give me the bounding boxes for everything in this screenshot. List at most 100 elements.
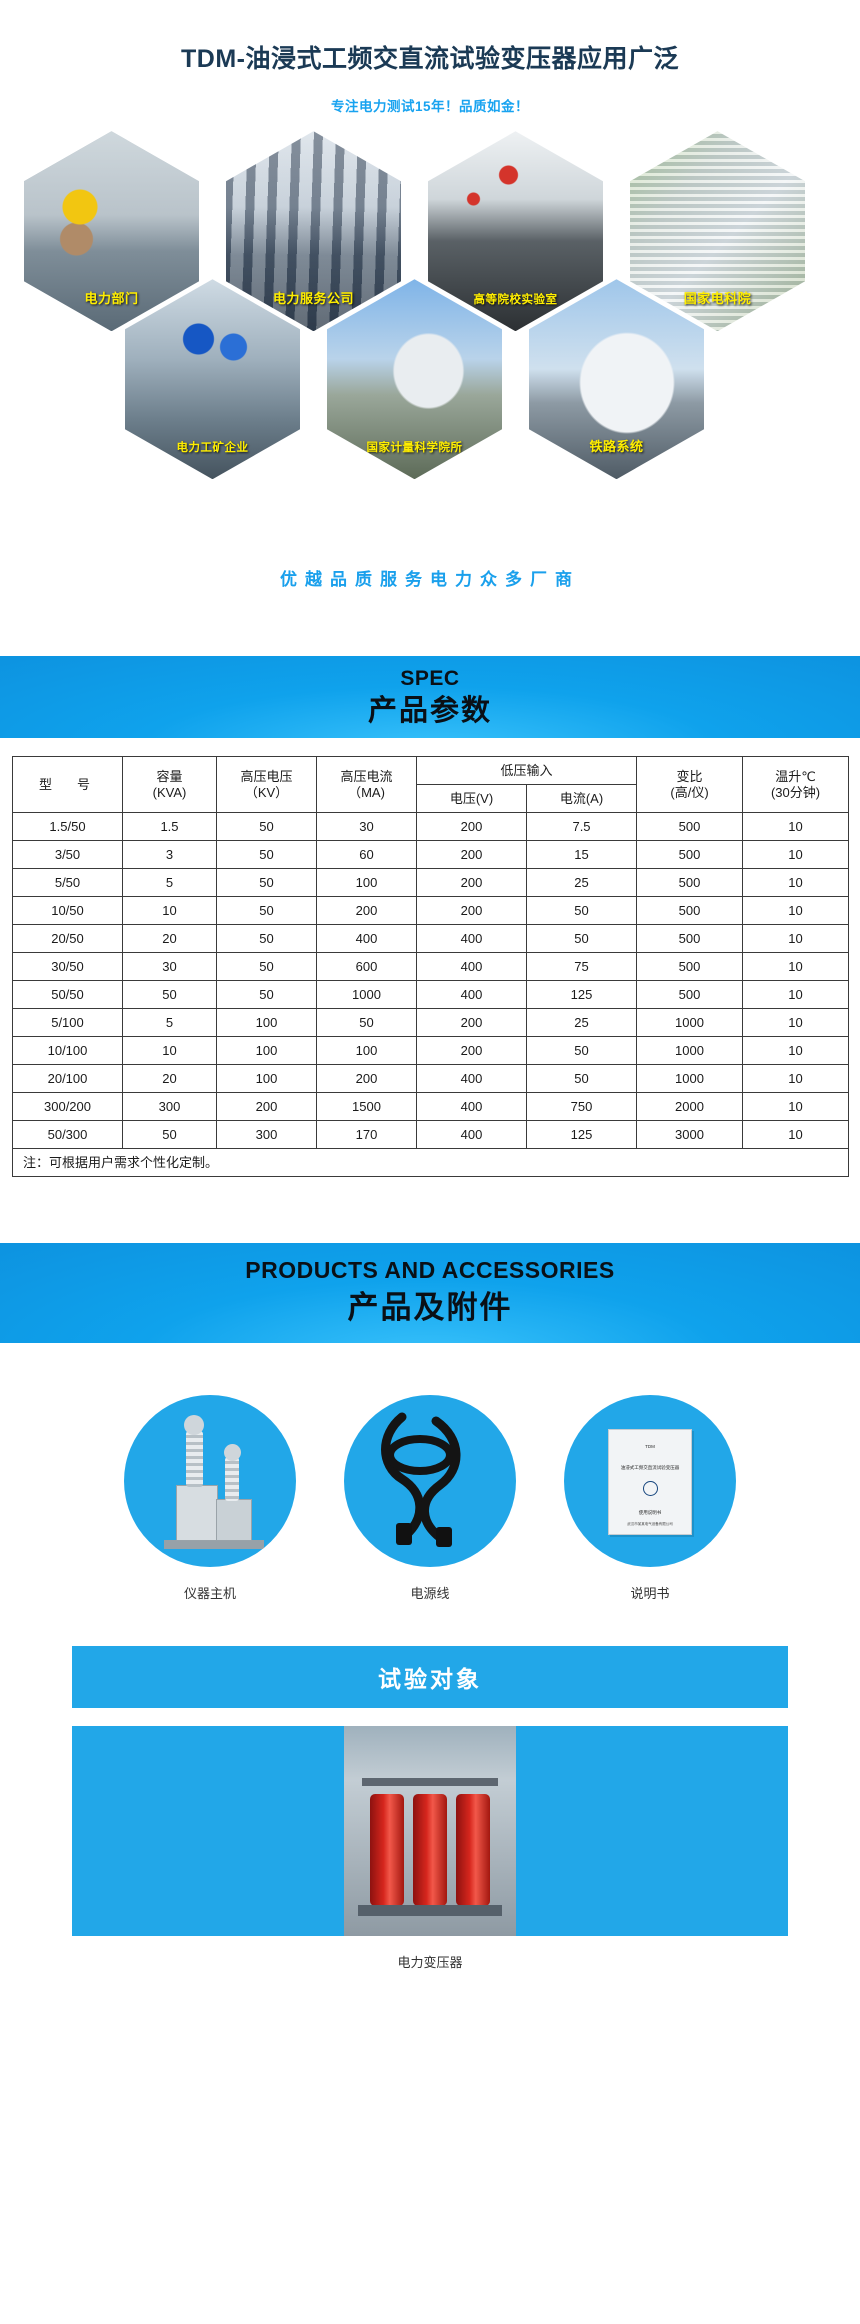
spec-table-head: 型 号 容量 (KVA) 高压电压 （KV） 高压电流 （MA) 低压输入 (12, 756, 850, 814)
test-object-photo (344, 1726, 516, 1937)
table-cell: 7.5 (525, 812, 638, 842)
table-cell: 400 (316, 924, 417, 954)
table-cell: 1000 (636, 1008, 744, 1038)
table-cell: 600 (316, 952, 417, 982)
th-temp-rise-line1: 温升℃ (775, 768, 816, 784)
table-cell: 15 (525, 840, 638, 870)
table-cell: 5/50 (12, 868, 123, 898)
th-model: 型 号 (12, 756, 123, 814)
page-title: TDM-油浸式工频交直流试验变压器应用广泛 (181, 45, 679, 73)
table-cell: 50 (525, 896, 638, 926)
table-row: 5/50 5 50 100 200 25 500 10 (12, 868, 850, 898)
transformer-coil (413, 1794, 447, 1907)
accessory-manual[interactable]: TDM 油浸式工频交直流试验变压器 使用说明书 武汉市某某电气设备有限公司 说明… (561, 1395, 739, 1602)
table-cell: 200 (416, 896, 527, 926)
table-cell: 500 (636, 952, 744, 982)
accessory-main-unit-image (124, 1395, 296, 1568)
table-cell: 500 (636, 924, 744, 954)
hex-caption: 国家计量科学院所 (366, 442, 463, 455)
table-cell: 10 (742, 1092, 850, 1122)
table-cell: 10 (122, 1036, 217, 1066)
table-row: 5/100 5 100 50 200 25 1000 10 (12, 1008, 850, 1038)
spec-table-foot: 注：可根据用户需求个性化定制。 (11, 1148, 850, 1178)
table-cell: 50 (216, 924, 317, 954)
table-cell: 50/50 (12, 980, 123, 1010)
spec-section-banner: SPEC 产品参数 (0, 656, 860, 739)
accessory-power-cable[interactable]: 电源线 (341, 1395, 519, 1602)
hex-caption: 铁路系统 (589, 439, 644, 455)
table-cell: 20/50 (12, 924, 123, 954)
application-hexagon-grid: 电力部门 电力服务公司 高等院校实验室 国家电科院 电力工矿企业 国家计量科学院… (0, 131, 860, 531)
th-hv-current: 高压电流 （MA) (316, 756, 417, 814)
table-note-row: 注：可根据用户需求个性化定制。 (11, 1148, 850, 1178)
table-cell: 10 (742, 812, 850, 842)
manual-brand: 使用说明书 (638, 1509, 662, 1515)
hex-power-industrial-enterprise[interactable]: 电力工矿企业 (125, 279, 300, 480)
hex-caption: 电力工矿企业 (176, 442, 249, 455)
hex-power-service-company[interactable]: 电力服务公司 (226, 131, 401, 332)
th-lv-voltage: 电压(V) (416, 784, 527, 814)
spec-banner-en: SPEC (400, 667, 460, 691)
table-cell: 500 (636, 980, 744, 1010)
table-cell: 1500 (316, 1092, 417, 1122)
table-cell: 3000 (636, 1120, 744, 1150)
table-cell: 400 (416, 952, 527, 982)
table-cell: 50 (316, 1008, 417, 1038)
hex-photo-railway-system (529, 279, 704, 480)
table-cell: 200 (416, 1008, 527, 1038)
hex-university-laboratory[interactable]: 高等院校实验室 (428, 131, 603, 332)
accessory-label: 说明书 (630, 1586, 670, 1602)
hex-power-department[interactable]: 电力部门 (24, 131, 199, 332)
table-cell: 200 (416, 840, 527, 870)
test-object-label: 电力变压器 (397, 1955, 463, 1971)
table-cell: 200 (416, 1036, 527, 1066)
th-capacity-line1: 容量 (156, 768, 183, 784)
table-cell: 500 (636, 896, 744, 926)
table-cell: 25 (525, 868, 638, 898)
table-cell: 10/100 (12, 1036, 123, 1066)
table-cell: 5/100 (12, 1008, 123, 1038)
th-ratio-line1: 变比 (676, 768, 703, 784)
table-cell: 30/50 (12, 952, 123, 982)
table-cell: 400 (416, 1092, 527, 1122)
table-row: 10/50 10 50 200 200 50 500 10 (12, 896, 850, 926)
table-cell: 50 (525, 1064, 638, 1094)
transformer-tank-secondary-icon (216, 1499, 252, 1542)
table-cell: 750 (525, 1092, 638, 1122)
hex-national-power-research-institute[interactable]: 国家电科院 (630, 131, 805, 332)
transformer-frame-bottom (358, 1905, 502, 1917)
table-cell: 50 (122, 1120, 217, 1150)
table-cell: 400 (416, 980, 527, 1010)
table-cell: 1.5/50 (12, 812, 123, 842)
products-banner-cn: 产品及附件 (347, 1290, 513, 1326)
table-cell: 20 (122, 924, 217, 954)
table-cell: 200 (416, 812, 527, 842)
transformer-base-icon (164, 1540, 264, 1550)
table-cell: 20 (122, 1064, 217, 1094)
accessory-power-cable-image (344, 1395, 516, 1568)
transformer-terminal-icon (184, 1415, 204, 1436)
hex-caption: 电力部门 (84, 291, 139, 307)
table-cell: 125 (525, 1120, 638, 1150)
spec-table-wrapper: 型 号 容量 (KVA) 高压电压 （KV） 高压电流 （MA) 低压输入 (0, 738, 860, 1178)
table-row: 300/200 300 200 1500 400 750 2000 10 (12, 1092, 850, 1122)
table-cell: 10 (742, 1064, 850, 1094)
table-cell: 300/200 (12, 1092, 123, 1122)
table-cell: 30 (122, 952, 217, 982)
table-cell: 10 (742, 868, 850, 898)
accessory-label: 电源线 (410, 1586, 450, 1602)
hex-caption: 国家电科院 (683, 291, 752, 307)
hex-photo-national-metrology-institute (327, 279, 502, 480)
table-cell: 300 (122, 1092, 217, 1122)
table-row: 30/50 30 50 600 400 75 500 10 (12, 952, 850, 982)
table-cell: 1000 (316, 980, 417, 1010)
hex-national-metrology-institute[interactable]: 国家计量科学院所 (327, 279, 502, 480)
table-cell: 10 (742, 840, 850, 870)
table-cell: 1.5 (122, 812, 217, 842)
th-hv-current-line2: （MA) (348, 784, 385, 800)
table-cell: 100 (216, 1008, 317, 1038)
hex-railway-system[interactable]: 铁路系统 (529, 279, 704, 480)
accessory-main-unit[interactable]: 仪器主机 (121, 1395, 299, 1602)
accessory-label: 仪器主机 (183, 1586, 236, 1602)
table-cell: 75 (525, 952, 638, 982)
